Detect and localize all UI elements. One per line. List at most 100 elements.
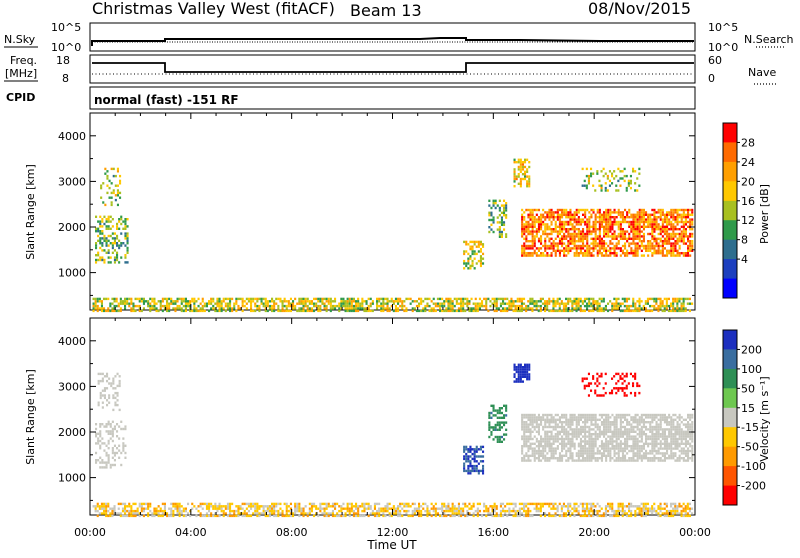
data-cell	[658, 211, 660, 213]
data-cell	[108, 459, 110, 461]
data-cell	[401, 503, 403, 505]
data-cell	[622, 250, 624, 252]
data-cell	[643, 223, 645, 225]
data-cell	[691, 240, 693, 242]
data-cell	[674, 503, 676, 505]
data-cell	[433, 303, 435, 305]
data-cell	[613, 305, 615, 307]
data-cell	[149, 310, 151, 312]
data-cell	[117, 394, 119, 396]
data-cell	[624, 512, 626, 514]
data-cell	[307, 307, 309, 309]
data-cell	[521, 457, 523, 459]
data-cell	[588, 182, 590, 184]
data-cell	[496, 515, 498, 517]
data-cell	[117, 192, 119, 194]
data-cell	[672, 247, 674, 249]
data-cell	[501, 417, 503, 419]
data-cell	[135, 310, 137, 312]
data-cell	[624, 238, 626, 240]
data-cell	[540, 445, 542, 447]
data-cell	[214, 503, 216, 505]
data-cell	[681, 233, 683, 235]
data-cell	[597, 503, 599, 505]
data-cell	[601, 240, 603, 242]
data-cell	[300, 303, 302, 305]
data-cell	[565, 515, 567, 517]
data-cell	[641, 512, 643, 514]
data-cell	[355, 505, 357, 507]
data-cell	[527, 247, 529, 249]
data-cell	[450, 510, 452, 512]
data-cell	[357, 505, 359, 507]
data-cell	[597, 242, 599, 244]
data-cell	[524, 178, 526, 180]
data-cell	[548, 298, 550, 300]
data-cell	[542, 245, 544, 247]
data-cell	[120, 232, 122, 234]
data-cell	[492, 298, 494, 300]
data-cell	[576, 431, 578, 433]
data-cell	[689, 223, 691, 225]
data-cell	[567, 310, 569, 312]
data-cell	[592, 300, 594, 302]
data-cell	[647, 512, 649, 514]
data-cell	[672, 238, 674, 240]
data-cell	[534, 221, 536, 223]
data-cell	[607, 303, 609, 305]
data-cell	[363, 300, 365, 302]
data-cell	[525, 226, 527, 228]
data-cell	[546, 226, 548, 228]
data-cell	[382, 307, 384, 309]
data-cell	[637, 235, 639, 237]
data-cell	[114, 402, 116, 404]
data-cell	[463, 446, 465, 448]
data-cell	[649, 218, 651, 220]
data-cell	[534, 503, 536, 505]
data-cell	[120, 512, 122, 514]
data-cell	[95, 244, 97, 246]
data-cell	[649, 233, 651, 235]
data-cell	[672, 226, 674, 228]
data-cell	[474, 458, 476, 460]
data-cell	[338, 510, 340, 512]
data-cell	[565, 505, 567, 507]
data-cell	[647, 508, 649, 510]
data-cell	[114, 459, 116, 461]
data-cell	[338, 307, 340, 309]
data-cell	[647, 242, 649, 244]
data-cell	[632, 221, 634, 223]
data-cell	[95, 452, 97, 454]
data-cell	[588, 211, 590, 213]
data-cell	[658, 216, 660, 218]
data-cell	[622, 505, 624, 507]
data-cell	[382, 508, 384, 510]
data-cell	[160, 515, 162, 517]
data-cell	[469, 265, 471, 267]
data-cell	[614, 459, 616, 461]
data-cell	[476, 465, 478, 467]
data-cell	[522, 371, 524, 373]
data-cell	[307, 305, 309, 307]
data-cell	[664, 515, 666, 517]
data-cell	[578, 505, 580, 507]
data-cell	[666, 300, 668, 302]
data-cell	[580, 445, 582, 447]
data-cell	[626, 300, 628, 302]
data-cell	[479, 307, 481, 309]
data-cell	[542, 505, 544, 507]
data-cell	[99, 423, 101, 425]
data-cell	[574, 254, 576, 256]
data-cell	[685, 230, 687, 232]
data-cell	[468, 310, 470, 312]
data-cell	[559, 250, 561, 252]
data-cell	[551, 242, 553, 244]
data-cell	[532, 438, 534, 440]
data-cell	[102, 201, 104, 203]
data-cell	[580, 414, 582, 416]
data-cell	[114, 259, 116, 261]
data-cell	[632, 216, 634, 218]
data-cell	[569, 242, 571, 244]
data-cell	[525, 307, 527, 309]
data-cell	[588, 428, 590, 430]
